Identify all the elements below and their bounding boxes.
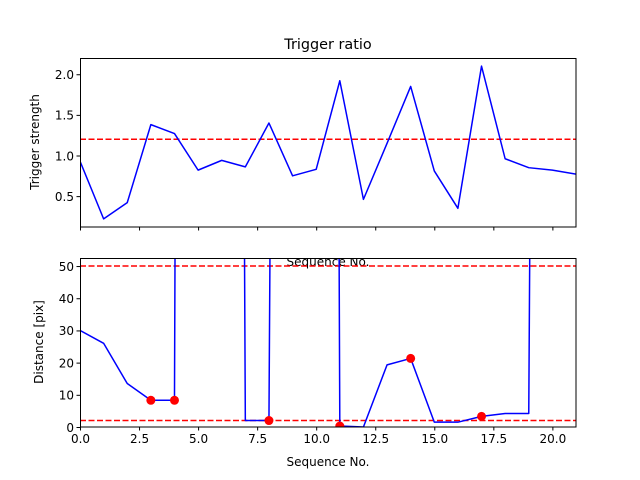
y-axis-ticks: 0 10 20 30 40 50 bbox=[59, 260, 80, 435]
x-axis-ticks bbox=[80, 227, 554, 231]
y-tick-label: 0 bbox=[66, 421, 74, 435]
y-tick-label: 50 bbox=[59, 260, 74, 274]
x-tick-label: 2.5 bbox=[130, 432, 149, 446]
y-axis-ticks: 0.5 1.0 1.5 2.0 bbox=[55, 68, 80, 204]
x-tick-label: 20.0 bbox=[540, 432, 567, 446]
y-tick-label: 2.0 bbox=[55, 68, 74, 82]
data-point-marker bbox=[406, 353, 416, 363]
y-tick-label: 30 bbox=[59, 324, 74, 338]
series-line bbox=[80, 258, 531, 427]
y-tick-label: 40 bbox=[59, 292, 74, 306]
y-tick-label: 10 bbox=[59, 389, 74, 403]
x-tick-label: 17.5 bbox=[480, 432, 507, 446]
y-axis-label: Trigger strength bbox=[28, 94, 42, 191]
x-tick-label: 5.0 bbox=[189, 432, 208, 446]
y-tick-label: 1.0 bbox=[55, 149, 74, 163]
data-point-marker bbox=[146, 395, 156, 405]
y-axis-label: Distance [pix] bbox=[32, 300, 46, 384]
distance-chart: 0.0 2.5 5.0 7.5 10.0 12.5 15.0 17.5 20.0 0 10 20 30… bbox=[32, 254, 577, 469]
y-tick-label: 20 bbox=[59, 356, 74, 370]
x-tick-label: 12.5 bbox=[362, 432, 389, 446]
data-point-marker bbox=[477, 411, 487, 421]
y-tick-label: 1.5 bbox=[55, 109, 74, 123]
plot-area bbox=[80, 65, 576, 220]
axes-frame bbox=[80, 258, 577, 428]
x-axis-label: Sequence No. bbox=[287, 455, 370, 469]
x-axis-ticks: 0.0 2.5 5.0 7.5 10.0 12.5 15.0 17.5 20.0 bbox=[71, 427, 566, 446]
y-tick-label: 0.5 bbox=[55, 190, 74, 204]
axes-background bbox=[80, 254, 576, 258]
axes-frame bbox=[80, 58, 577, 228]
trigger-ratio-chart: Trigger ratio 0.5 1.0 1.5 2.0 Trigger stren… bbox=[28, 37, 577, 269]
x-tick-label: 15.0 bbox=[421, 432, 448, 446]
data-point-marker bbox=[264, 416, 274, 426]
x-tick-label: 7.5 bbox=[248, 432, 267, 446]
series-line bbox=[80, 65, 576, 220]
data-point-marker bbox=[169, 395, 179, 405]
data-point-marker bbox=[335, 421, 345, 427]
chart-title: Trigger ratio bbox=[283, 37, 372, 53]
x-tick-label: 10.0 bbox=[303, 432, 330, 446]
x-tick-label: 0.0 bbox=[71, 432, 90, 446]
plot-area bbox=[80, 258, 576, 427]
